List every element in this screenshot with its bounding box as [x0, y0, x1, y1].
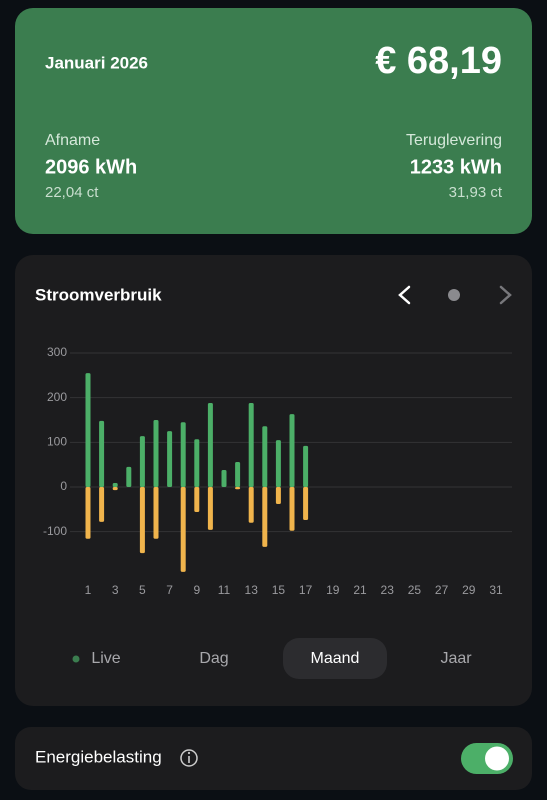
bar	[289, 414, 295, 487]
bar	[139, 486, 145, 554]
x-tick-label: 17	[299, 583, 313, 597]
bar	[248, 486, 254, 523]
y-tick-label: 200	[47, 390, 67, 404]
page-dot	[448, 289, 460, 301]
x-tick-label: 3	[112, 583, 119, 597]
bar	[248, 403, 254, 487]
bar	[275, 440, 281, 487]
x-tick-label: 23	[381, 583, 395, 597]
bar	[85, 486, 91, 539]
chart-card	[15, 255, 532, 706]
afname-value: 2096 kWh	[45, 156, 137, 178]
teruglevering-price: 31,93 ct	[449, 184, 503, 201]
next-button[interactable]	[499, 285, 512, 305]
month: Januari 2026	[45, 53, 148, 72]
x-tick-label: 5	[139, 583, 146, 597]
x-tick-label: 19	[326, 583, 340, 597]
x-tick-label: 11	[218, 583, 231, 597]
bar	[262, 486, 268, 547]
bar	[85, 373, 91, 487]
afname-label: Afname	[45, 132, 100, 149]
bar	[194, 486, 200, 512]
x-tick-label: 31	[489, 583, 503, 597]
bar	[194, 439, 200, 487]
bar	[167, 431, 173, 487]
bar	[99, 420, 105, 487]
y-tick-label: 0	[60, 479, 67, 493]
tab-bar: Live Dag Maand Jaar	[72, 638, 472, 679]
summary-card	[15, 8, 532, 234]
x-tick-label: 13	[245, 583, 259, 597]
tab[interactable]: Live	[91, 650, 120, 667]
y-tick-label: 300	[47, 345, 67, 359]
bar	[126, 466, 132, 487]
x-tick-label: 15	[272, 583, 286, 597]
bar	[207, 403, 213, 487]
teruglevering-value: 1233 kWh	[410, 156, 502, 178]
bar	[207, 486, 213, 530]
tab[interactable]: Maand	[311, 650, 360, 667]
toggle[interactable]	[461, 743, 513, 774]
bar	[153, 419, 159, 487]
y-tick-label: 100	[47, 434, 67, 448]
tab[interactable]: Dag	[199, 650, 228, 667]
x-tick-label: 25	[408, 583, 422, 597]
bar	[235, 461, 241, 487]
bar	[262, 426, 268, 487]
afname-price: 22,04 ct	[45, 184, 99, 201]
bar	[235, 486, 241, 490]
bar	[180, 422, 186, 487]
bar	[99, 486, 105, 522]
x-tick-label: 27	[435, 583, 449, 597]
setting-label: Energiebelasting	[35, 747, 162, 766]
bar	[303, 445, 309, 487]
y-tick-label: -100	[43, 524, 67, 538]
live-dot	[72, 655, 80, 663]
toggle-knob	[485, 746, 509, 771]
chart-title: Stroomverbruik	[35, 285, 162, 304]
bar	[139, 436, 145, 487]
prev-button[interactable]	[398, 285, 411, 305]
bar	[303, 486, 309, 521]
info-icon[interactable]	[180, 749, 198, 767]
bar	[112, 482, 118, 487]
bar	[112, 486, 118, 491]
bar	[275, 486, 281, 504]
setting-card	[15, 727, 532, 790]
bar	[289, 486, 295, 531]
bar	[153, 486, 159, 539]
x-tick-label: 7	[166, 583, 173, 597]
x-tick-label: 29	[462, 583, 476, 597]
total: € 68,19	[375, 40, 502, 82]
bar	[221, 470, 227, 487]
x-tick-label: 9	[193, 583, 200, 597]
tab-selected-bg	[283, 638, 387, 679]
tab[interactable]: Jaar	[440, 650, 472, 667]
bar	[180, 486, 186, 572]
x-tick-label: 21	[353, 583, 367, 597]
teruglevering-label: Teruglevering	[406, 132, 502, 149]
x-tick-label: 1	[85, 583, 92, 597]
